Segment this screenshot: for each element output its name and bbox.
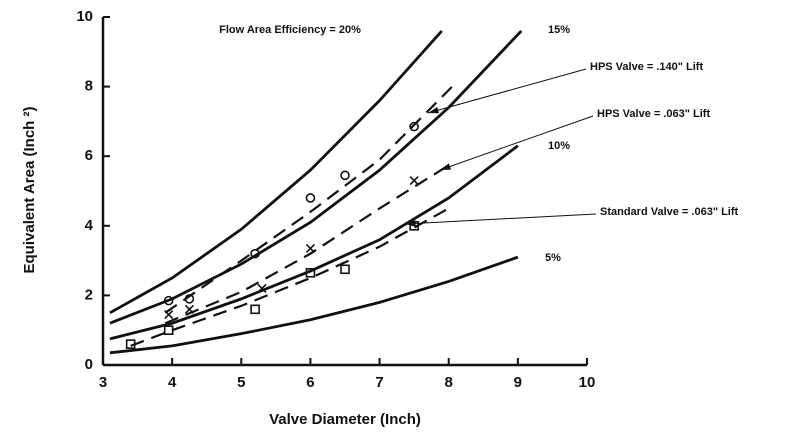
x-tick-label: 3	[99, 374, 107, 391]
series-line	[109, 29, 443, 315]
y-tick-label: 2	[85, 286, 93, 303]
x-tick-label: 9	[514, 374, 522, 391]
x-tick-label: 7	[375, 374, 383, 391]
series-label: HPS Valve = .140" Lift	[590, 61, 703, 73]
series-line	[164, 82, 457, 314]
x-axis-title: Valve Diameter (Inch)	[269, 411, 421, 428]
series-label: Flow Area Efficiency = 20%	[219, 24, 361, 36]
marker	[257, 283, 267, 294]
series-label: HPS Valve = .063" Lift	[597, 108, 710, 120]
y-axis-title: Equivalent Area (Inch ²)	[21, 107, 38, 274]
y-tick-label: 6	[85, 147, 93, 164]
x-tick-label: 6	[306, 374, 314, 391]
marker	[184, 304, 194, 314]
arrow-shaft	[439, 115, 594, 171]
y-tick-label: 8	[85, 78, 93, 95]
arrow-head	[405, 220, 416, 227]
series-label: 5%	[545, 252, 561, 264]
marker	[250, 248, 260, 259]
y-tick-label: 0	[85, 356, 93, 373]
marker	[125, 339, 136, 349]
x-tick-label: 8	[445, 374, 453, 391]
x-tick-label: 4	[168, 374, 177, 391]
series-line	[164, 162, 453, 325]
marker	[340, 170, 350, 181]
marker	[163, 325, 174, 336]
marker	[164, 309, 174, 320]
marker	[305, 267, 316, 278]
arrow-shaft	[404, 213, 597, 225]
series-line	[130, 207, 450, 347]
marker	[409, 121, 419, 132]
y-tick-label: 4	[85, 217, 94, 234]
arrow-head	[428, 107, 439, 114]
series-line	[109, 144, 519, 341]
marker	[163, 295, 174, 306]
series-line	[109, 255, 519, 355]
marker	[250, 304, 260, 315]
series-label: 15%	[548, 24, 570, 36]
marker	[305, 243, 315, 253]
marker	[184, 294, 195, 304]
series-label: Standard Valve = .063" Lift	[600, 206, 739, 218]
arrow-shaft	[427, 68, 587, 114]
x-tick-label: 5	[237, 374, 245, 391]
x-tick-label: 10	[579, 374, 596, 391]
y-tick-label: 10	[76, 8, 93, 25]
arrow-head	[440, 163, 451, 170]
marker	[305, 193, 316, 203]
marker	[409, 175, 419, 186]
series-label: 10%	[548, 140, 570, 152]
marker	[340, 264, 350, 275]
